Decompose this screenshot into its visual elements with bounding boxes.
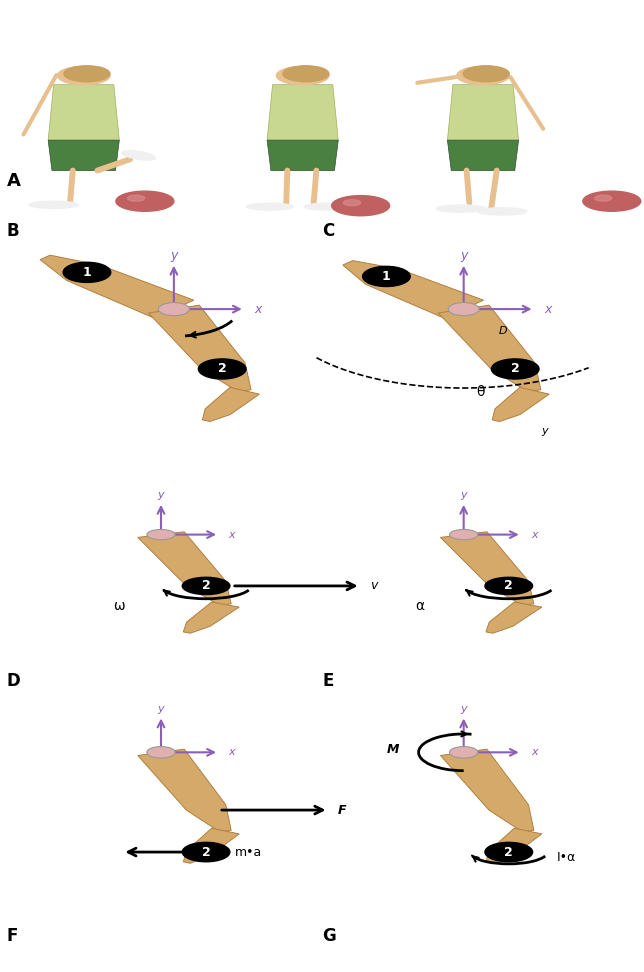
Text: E: E bbox=[322, 673, 334, 690]
Circle shape bbox=[491, 359, 539, 379]
Text: y: y bbox=[170, 249, 178, 261]
Circle shape bbox=[64, 66, 110, 82]
Polygon shape bbox=[486, 602, 542, 633]
Text: D: D bbox=[6, 673, 20, 690]
Circle shape bbox=[283, 66, 329, 82]
Text: 2: 2 bbox=[218, 363, 227, 375]
Circle shape bbox=[158, 302, 189, 316]
Ellipse shape bbox=[437, 205, 486, 212]
Text: θ: θ bbox=[477, 385, 485, 399]
Circle shape bbox=[147, 746, 175, 758]
Polygon shape bbox=[149, 305, 251, 392]
Polygon shape bbox=[138, 532, 231, 606]
Text: x: x bbox=[544, 302, 551, 316]
Polygon shape bbox=[448, 85, 518, 140]
Text: x: x bbox=[531, 747, 538, 757]
Text: v: v bbox=[370, 579, 377, 592]
Polygon shape bbox=[267, 140, 338, 170]
Text: F: F bbox=[6, 927, 18, 946]
Circle shape bbox=[276, 66, 329, 85]
Text: α: α bbox=[415, 599, 424, 612]
Circle shape bbox=[450, 530, 478, 539]
Text: x: x bbox=[254, 302, 261, 316]
Circle shape bbox=[457, 66, 509, 85]
Polygon shape bbox=[202, 388, 260, 422]
Text: m•a: m•a bbox=[235, 846, 262, 858]
Circle shape bbox=[116, 191, 174, 211]
Circle shape bbox=[63, 262, 111, 283]
Circle shape bbox=[332, 195, 390, 216]
Text: y: y bbox=[460, 704, 467, 713]
Text: 2: 2 bbox=[511, 363, 520, 375]
Text: 2: 2 bbox=[504, 846, 513, 858]
Text: C: C bbox=[322, 222, 334, 240]
Text: G: G bbox=[322, 927, 336, 946]
Ellipse shape bbox=[29, 201, 78, 208]
Text: y: y bbox=[541, 427, 547, 436]
Text: D: D bbox=[499, 326, 507, 335]
Text: x: x bbox=[531, 530, 538, 539]
Circle shape bbox=[594, 195, 612, 201]
Polygon shape bbox=[448, 140, 518, 170]
Text: y: y bbox=[460, 491, 467, 501]
Circle shape bbox=[182, 843, 230, 862]
Text: A: A bbox=[6, 172, 21, 191]
Text: 2: 2 bbox=[202, 579, 211, 592]
Circle shape bbox=[450, 746, 478, 758]
Polygon shape bbox=[184, 602, 239, 633]
Polygon shape bbox=[439, 305, 541, 392]
Text: 1: 1 bbox=[382, 270, 391, 283]
Text: I•α: I•α bbox=[557, 850, 576, 864]
Text: M: M bbox=[386, 744, 399, 756]
Circle shape bbox=[448, 302, 479, 316]
Ellipse shape bbox=[122, 151, 155, 160]
Circle shape bbox=[128, 195, 145, 201]
Polygon shape bbox=[48, 140, 119, 170]
Circle shape bbox=[182, 577, 230, 595]
Polygon shape bbox=[48, 85, 119, 140]
Polygon shape bbox=[492, 388, 549, 422]
Ellipse shape bbox=[478, 208, 527, 215]
Polygon shape bbox=[440, 532, 534, 606]
Text: x: x bbox=[229, 747, 235, 757]
Text: ω: ω bbox=[113, 599, 124, 612]
Circle shape bbox=[363, 266, 410, 287]
Text: 1: 1 bbox=[82, 266, 91, 279]
Polygon shape bbox=[40, 256, 194, 318]
Polygon shape bbox=[486, 828, 542, 863]
Polygon shape bbox=[184, 828, 239, 863]
Circle shape bbox=[198, 359, 246, 379]
Circle shape bbox=[147, 530, 175, 539]
Polygon shape bbox=[267, 85, 338, 140]
Text: 2: 2 bbox=[202, 846, 211, 858]
Circle shape bbox=[485, 843, 533, 862]
Text: B: B bbox=[6, 222, 19, 240]
Circle shape bbox=[343, 199, 361, 206]
Text: F: F bbox=[338, 804, 346, 816]
Ellipse shape bbox=[247, 203, 293, 210]
Text: x: x bbox=[229, 530, 235, 539]
Text: y: y bbox=[158, 704, 164, 713]
Ellipse shape bbox=[304, 203, 350, 210]
Polygon shape bbox=[138, 749, 231, 832]
Text: 2: 2 bbox=[504, 579, 513, 592]
Circle shape bbox=[57, 66, 110, 85]
Circle shape bbox=[485, 577, 533, 595]
Text: y: y bbox=[460, 249, 468, 261]
Circle shape bbox=[583, 191, 641, 211]
Polygon shape bbox=[440, 749, 534, 832]
Polygon shape bbox=[343, 260, 484, 318]
Text: y: y bbox=[158, 491, 164, 501]
Circle shape bbox=[463, 66, 509, 82]
